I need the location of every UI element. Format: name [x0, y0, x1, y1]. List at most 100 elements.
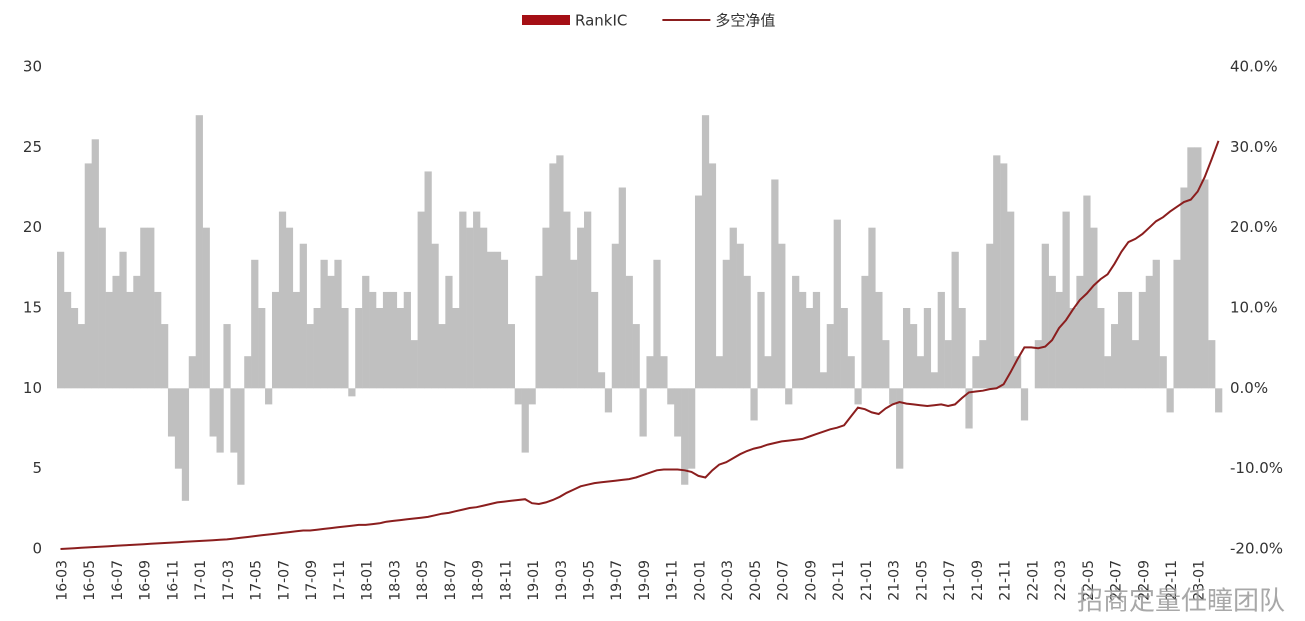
- x-tick-label: 16-09: [138, 560, 154, 601]
- bar: [161, 324, 169, 389]
- bar: [1007, 211, 1015, 389]
- bar: [147, 227, 155, 389]
- bar: [965, 388, 973, 429]
- bar: [362, 275, 370, 389]
- x-tick-label: 18-07: [443, 560, 459, 601]
- bar: [299, 243, 307, 389]
- bar: [584, 211, 592, 389]
- bar: [1187, 147, 1195, 389]
- bar: [473, 211, 481, 389]
- bar: [1201, 179, 1209, 389]
- bar: [84, 163, 92, 389]
- bar: [556, 155, 564, 389]
- bar: [694, 195, 703, 389]
- bar: [244, 356, 252, 389]
- y-tick-label: 15: [23, 299, 42, 317]
- bar: [133, 275, 141, 389]
- bar: [237, 388, 245, 485]
- bar: [611, 243, 619, 389]
- bar: [466, 227, 474, 389]
- bar: [757, 291, 765, 389]
- x-tick-label: 21-11: [998, 560, 1014, 601]
- bar: [632, 324, 640, 389]
- x-tick-label: 17-11: [332, 560, 348, 601]
- x-tick-label: 19-05: [581, 560, 597, 601]
- x-tick-label: 21-01: [859, 560, 875, 601]
- y2-tick-label: 0.0%: [1230, 379, 1268, 397]
- bar: [265, 388, 273, 405]
- x-tick-label: 20-03: [720, 560, 736, 601]
- bar: [202, 227, 210, 389]
- bar: [792, 275, 800, 389]
- x-tick-label: 19-07: [609, 560, 625, 601]
- bar: [1208, 340, 1216, 389]
- bar: [896, 388, 904, 469]
- legend-item: 多空净值: [662, 12, 775, 30]
- bar: [590, 291, 599, 389]
- bar: [403, 291, 411, 389]
- bar: [1020, 388, 1029, 421]
- bar: [875, 291, 883, 389]
- bar: [688, 388, 696, 469]
- y2-tick-label: 40.0%: [1230, 58, 1278, 76]
- bar: [112, 275, 120, 389]
- bar: [1131, 340, 1140, 389]
- x-tick-label: 20-07: [776, 560, 792, 601]
- bar: [271, 291, 280, 389]
- bar: [618, 187, 626, 389]
- bar: [653, 259, 661, 389]
- bar: [923, 308, 932, 389]
- x-tick-label: 18-09: [471, 560, 487, 601]
- x-tick-label: 19-01: [526, 560, 542, 601]
- bar: [424, 171, 432, 389]
- bar: [1124, 291, 1133, 389]
- bar: [944, 340, 952, 389]
- bar: [119, 251, 127, 389]
- bar: [986, 243, 994, 389]
- x-tick-label: 18-03: [387, 560, 403, 601]
- x-tick-label: 16-07: [110, 560, 126, 601]
- bar: [868, 227, 876, 389]
- bar: [951, 251, 959, 389]
- bar: [1097, 308, 1105, 389]
- bar: [1117, 291, 1126, 389]
- bar: [826, 324, 834, 389]
- bar: [715, 356, 724, 389]
- bar: [278, 211, 287, 389]
- bar: [1013, 356, 1022, 389]
- bar: [958, 308, 966, 389]
- bar: [375, 308, 384, 389]
- bar: [729, 227, 737, 389]
- bar: [604, 388, 613, 413]
- bar: [625, 275, 633, 389]
- bar: [833, 219, 841, 389]
- bar: [674, 388, 682, 437]
- y-tick-label: 5: [32, 459, 42, 477]
- y-tick-label: 25: [23, 138, 42, 156]
- bar: [445, 275, 453, 389]
- bar: [903, 308, 911, 389]
- bar: [126, 291, 134, 389]
- x-tick-label: 19-03: [554, 560, 570, 601]
- bar: [480, 227, 488, 389]
- bar: [1048, 275, 1056, 389]
- bar: [313, 308, 321, 389]
- bar: [382, 291, 391, 389]
- x-tick-label: 17-07: [276, 560, 292, 601]
- bar: [348, 388, 356, 397]
- bar: [1194, 147, 1202, 389]
- x-tick-label: 19-09: [637, 560, 653, 601]
- bar: [937, 291, 945, 389]
- bar: [77, 324, 86, 389]
- bar: [764, 356, 772, 389]
- bar: [1166, 388, 1174, 413]
- bar: [736, 243, 744, 389]
- bar: [639, 388, 647, 437]
- bar: [98, 227, 106, 389]
- bar: [819, 372, 828, 389]
- x-tick-label: 22-07: [1109, 560, 1125, 601]
- legend-label: 多空净值: [715, 12, 775, 30]
- bar: [979, 340, 987, 389]
- legend-label: RankIC: [575, 12, 627, 30]
